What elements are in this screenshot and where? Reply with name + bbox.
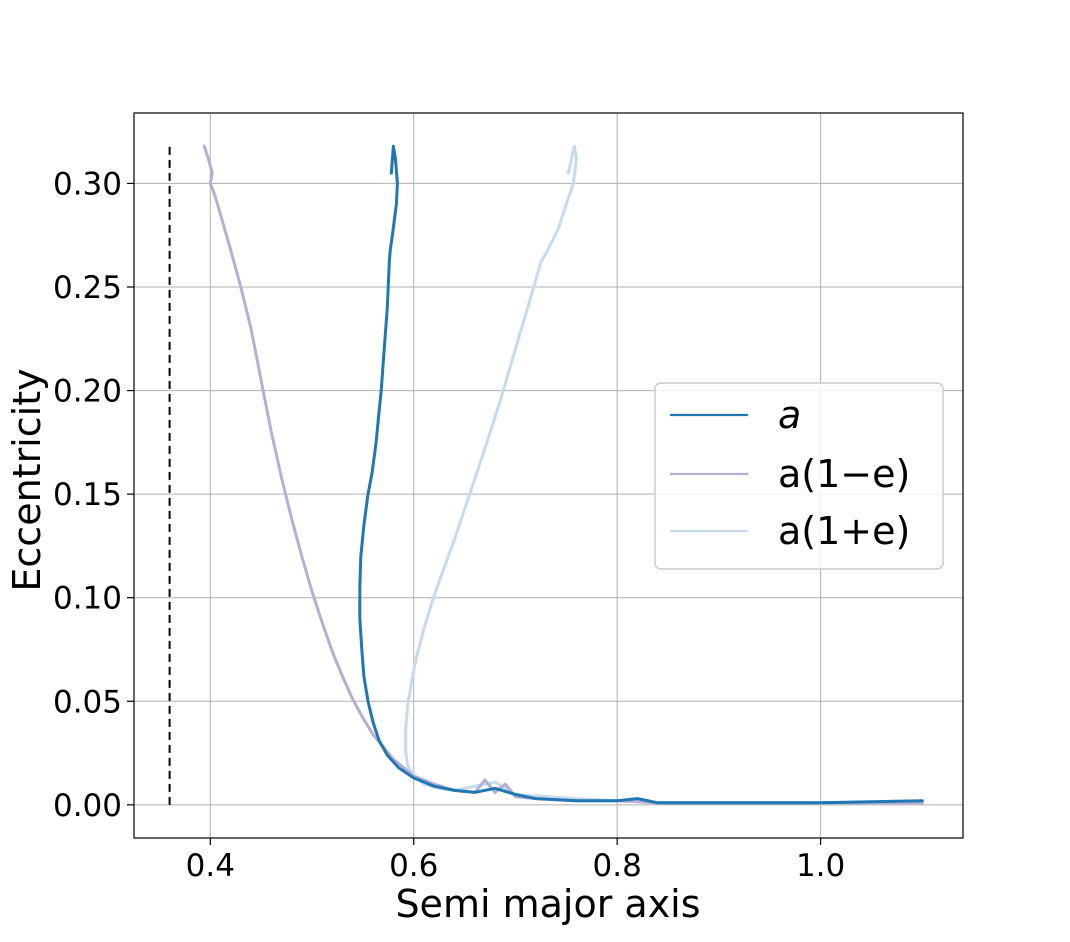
series-group [202,144,924,805]
y-axis: 0.00 0.05 0.10 0.15 0.20 0.25 0.30 [53,166,134,824]
legend-label-a-1-plus-e: a(1+e) [778,509,910,553]
y-tick-label: 0.10 [53,581,122,617]
legend: a a(1−e) a(1+e) [654,382,944,570]
y-tick-label: 0.00 [53,788,122,824]
legend-box [654,382,944,570]
y-tick-label: 0.05 [53,684,122,720]
series-line-0 [358,144,924,805]
y-tick-label: 0.15 [53,477,122,513]
y-tick-label: 0.30 [53,166,122,202]
legend-label-a: a [778,393,801,437]
y-tick-label: 0.25 [53,270,122,306]
plot-frame [133,112,964,839]
y-tick-label: 0.20 [53,374,122,410]
x-tick-label: 0.4 [186,848,235,884]
x-tick-label: 1.0 [796,848,845,884]
x-tick-label: 0.6 [389,848,438,884]
x-axis: 0.4 0.6 0.8 1.0 [186,838,845,884]
y-axis-title: Eccentricity [5,368,49,591]
legend-label-a-1-minus-e: a(1−e) [778,452,910,496]
x-tick-label: 0.8 [593,848,642,884]
grid-lines [134,113,963,838]
x-axis-title: Semi major axis [395,882,700,926]
